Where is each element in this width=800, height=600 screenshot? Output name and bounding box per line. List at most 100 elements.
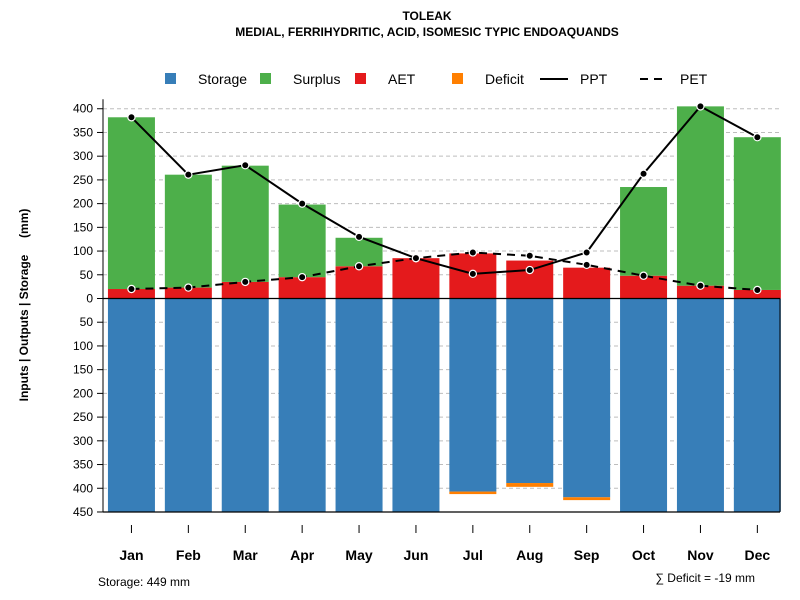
pet-point xyxy=(639,271,648,280)
lines xyxy=(127,102,762,295)
deficit-note: ∑ Deficit = -19 mm xyxy=(655,571,755,585)
surplus-legend-label: Surplus xyxy=(293,71,340,87)
storage-bar xyxy=(506,298,554,484)
storage-bar xyxy=(221,298,269,512)
legend: Storage Surplus AET Deficit PPT PET xyxy=(165,71,708,87)
ppt-point xyxy=(241,160,250,170)
storage-bar xyxy=(335,298,383,512)
surplus-bar xyxy=(221,165,269,282)
surplus-bar xyxy=(620,187,668,276)
y-tick-label: 250 xyxy=(73,173,93,187)
pet-point xyxy=(241,277,250,287)
y-tick-label: 450 xyxy=(73,505,93,519)
storage-bar xyxy=(563,298,611,498)
aet-bar xyxy=(733,289,781,299)
storage-legend-label: Storage xyxy=(198,71,247,87)
y-tick-label: 0 xyxy=(86,292,93,306)
surplus-bar xyxy=(107,117,155,290)
deficit-bar xyxy=(563,497,611,501)
chart-title: TOLEAK xyxy=(402,9,451,23)
ppt-point xyxy=(582,248,591,257)
x-tick-label: Feb xyxy=(176,547,201,563)
y-tick-label: 200 xyxy=(73,197,93,211)
storage-bar xyxy=(449,298,497,492)
ppt-point xyxy=(297,199,307,208)
ppt-point xyxy=(639,169,648,178)
storage-bar xyxy=(392,298,440,512)
deficit-legend-swatch xyxy=(452,73,463,84)
pet-point xyxy=(468,248,478,257)
ppt-line xyxy=(130,105,758,275)
y-tick-label: 350 xyxy=(73,125,93,139)
ppt-point xyxy=(468,269,478,279)
y-tick-label: 50 xyxy=(80,315,94,329)
surplus-bar xyxy=(676,106,724,286)
x-tick-label: May xyxy=(345,547,372,563)
y-tick-label: 350 xyxy=(73,458,93,472)
y-tick-label: 300 xyxy=(73,434,93,448)
storage-bar xyxy=(107,298,155,512)
deficit-legend-label: Deficit xyxy=(485,71,524,87)
pet-point xyxy=(582,260,591,270)
aet-bar xyxy=(164,287,212,299)
aet-bar xyxy=(392,258,440,299)
storage-bar xyxy=(620,298,668,512)
ppt-point xyxy=(411,253,421,263)
aet-bar xyxy=(278,277,326,299)
x-tick-label: Sep xyxy=(574,547,600,563)
x-tick-label: Jul xyxy=(463,547,483,563)
pet-point xyxy=(184,283,193,292)
pet-point xyxy=(127,284,136,294)
aet-bar xyxy=(221,281,269,299)
ppt-point xyxy=(127,113,136,122)
y-tick-label: 200 xyxy=(73,386,93,400)
y-tick-label: 400 xyxy=(73,481,93,495)
surplus-bar xyxy=(733,137,781,290)
ppt-point xyxy=(753,133,762,142)
x-tick-label: Jun xyxy=(404,547,429,563)
ppt-point xyxy=(696,102,705,111)
surplus-legend-swatch xyxy=(260,73,271,84)
aet-bar xyxy=(620,275,668,299)
bars xyxy=(103,106,781,513)
pet-point xyxy=(525,251,534,261)
y-tick-label: 100 xyxy=(73,244,93,258)
aet-bar xyxy=(676,285,724,299)
y-axis: 400 350 300 250 200 150 100 50 0 50 100 150 200 250 30… xyxy=(73,99,104,519)
x-axis: Jan Feb Mar Apr May Jun Jul Aug Sep Oct Nov Dec xyxy=(119,525,770,563)
y-tick-label: 150 xyxy=(73,363,93,377)
storage-bar xyxy=(676,298,724,512)
chart-subtitle: MEDIAL, FERRIHYDRITIC, ACID, ISOMESIC TY… xyxy=(235,25,619,39)
y-tick-label: 50 xyxy=(80,268,94,282)
pet-point xyxy=(696,281,705,290)
y-tick-label: 250 xyxy=(73,410,93,424)
storage-bar xyxy=(164,298,212,512)
aet-bar xyxy=(107,289,155,299)
x-tick-label: Aug xyxy=(516,547,543,563)
pet-line xyxy=(131,251,758,291)
ppt-point xyxy=(525,265,534,275)
y-tick-label: 100 xyxy=(73,339,93,353)
deficit-bar xyxy=(506,483,554,487)
aet-bar xyxy=(335,266,383,299)
ppt-point xyxy=(184,170,193,179)
x-tick-label: Apr xyxy=(290,547,315,563)
storage-note: Storage: 449 mm xyxy=(98,575,190,589)
pet-point xyxy=(297,272,307,282)
aet-legend-label: AET xyxy=(388,71,416,87)
surplus-bar xyxy=(278,204,326,278)
y-axis-label: Inputs | Outputs | Storage (mm) xyxy=(17,209,31,402)
x-tick-label: Oct xyxy=(632,547,656,563)
aet-legend-swatch xyxy=(355,73,366,84)
x-tick-label: Dec xyxy=(745,547,771,563)
y-tick-label: 300 xyxy=(73,149,93,163)
pet-legend-label: PET xyxy=(680,71,708,87)
x-tick-label: Mar xyxy=(233,547,258,563)
pet-point xyxy=(753,285,762,295)
surplus-bar xyxy=(164,174,212,288)
x-tick-label: Jan xyxy=(119,547,143,563)
y-tick-label: 400 xyxy=(73,102,93,116)
y-tick-label: 150 xyxy=(73,220,93,234)
aet-bar xyxy=(563,267,611,299)
